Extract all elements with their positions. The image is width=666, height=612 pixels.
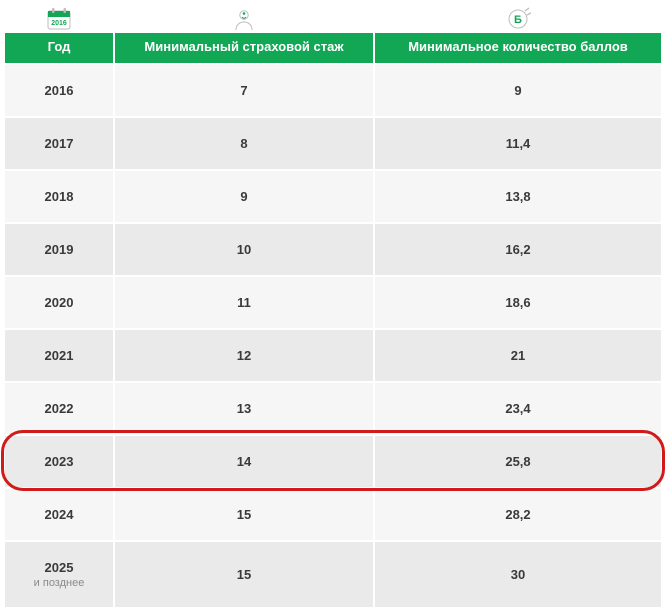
cell-points: 13,8 xyxy=(375,169,661,222)
table-row: 2021 12 21 xyxy=(5,328,661,381)
cell-stazh-value: 15 xyxy=(237,507,251,522)
cell-points: 30 xyxy=(375,540,661,607)
cell-year: 2017 xyxy=(5,116,115,169)
cell-year-value: 2018 xyxy=(45,189,74,204)
cell-year: 2023 xyxy=(5,434,115,487)
svg-text:2016: 2016 xyxy=(51,20,67,27)
col-header-year: 2016 Год xyxy=(5,5,115,63)
cell-stazh: 13 xyxy=(115,381,375,434)
cell-points-value: 21 xyxy=(511,348,525,363)
cell-year-value: 2023 xyxy=(45,454,74,469)
cell-year-value: 2017 xyxy=(45,136,74,151)
cell-year: 2024 xyxy=(5,487,115,540)
table-row: 2019 10 16,2 xyxy=(5,222,661,275)
person-icon xyxy=(231,5,257,31)
cell-stazh: 15 xyxy=(115,487,375,540)
table-row: 2022 13 23,4 xyxy=(5,381,661,434)
cell-points-value: 25,8 xyxy=(505,454,530,469)
cell-stazh: 7 xyxy=(115,63,375,116)
table-header: 2016 Год xyxy=(5,5,661,63)
cell-points: 21 xyxy=(375,328,661,381)
cell-stazh-value: 9 xyxy=(240,189,247,204)
cell-stazh-value: 15 xyxy=(237,567,251,582)
cell-year: 2018 xyxy=(5,169,115,222)
cell-points-value: 28,2 xyxy=(505,507,530,522)
col-header-points-label: Минимальное количество баллов xyxy=(408,40,628,55)
cell-points: 18,6 xyxy=(375,275,661,328)
cell-points: 9 xyxy=(375,63,661,116)
cell-stazh-value: 12 xyxy=(237,348,251,363)
cell-stazh-value: 11 xyxy=(237,295,251,310)
svg-text:Б: Б xyxy=(514,14,522,26)
cell-stazh: 12 xyxy=(115,328,375,381)
cell-points: 28,2 xyxy=(375,487,661,540)
col-header-stazh-label: Минимальный страховой стаж xyxy=(144,40,343,55)
cell-year: 2020 xyxy=(5,275,115,328)
table-row: 2023 14 25,8 xyxy=(5,434,661,487)
cell-year-sub: и позднее xyxy=(11,577,107,589)
calendar-icon: 2016 xyxy=(46,5,72,31)
table-row: 2018 9 13,8 xyxy=(5,169,661,222)
cell-year-value: 2021 xyxy=(45,348,74,363)
table-row: 2017 8 11,4 xyxy=(5,116,661,169)
cell-stazh-value: 10 xyxy=(237,242,251,257)
cell-year-value: 2019 xyxy=(45,242,74,257)
cell-year-value: 2025 xyxy=(45,560,74,575)
table-row: 2020 11 18,6 xyxy=(5,275,661,328)
cell-points-value: 13,8 xyxy=(505,189,530,204)
cell-year-value: 2024 xyxy=(45,507,74,522)
cell-stazh-value: 7 xyxy=(240,83,247,98)
cell-stazh: 11 xyxy=(115,275,375,328)
cell-stazh-value: 8 xyxy=(240,136,247,151)
table-body: 2016 7 9 2017 8 11,4 2018 9 13,8 2019 10 16,2 2020 11… xyxy=(5,63,661,607)
cell-stazh-value: 14 xyxy=(237,454,251,469)
cell-year: 2025 и позднее xyxy=(5,540,115,607)
pension-requirements-table: 2016 Год xyxy=(5,5,661,607)
cell-points-value: 11,4 xyxy=(506,136,531,151)
col-header-year-label: Год xyxy=(48,40,71,55)
cell-year: 2016 xyxy=(5,63,115,116)
cell-points: 11,4 xyxy=(375,116,661,169)
cell-stazh: 9 xyxy=(115,169,375,222)
cell-points: 23,4 xyxy=(375,381,661,434)
table-row: 2016 7 9 xyxy=(5,63,661,116)
cell-year: 2022 xyxy=(5,381,115,434)
table-row: 2024 15 28,2 xyxy=(5,487,661,540)
pension-requirements-table-wrap: 2016 Год xyxy=(5,5,661,607)
cell-stazh-value: 13 xyxy=(237,401,251,416)
col-header-points: Б Минимальное количество баллов xyxy=(375,5,661,63)
cell-year: 2021 xyxy=(5,328,115,381)
cell-points-value: 23,4 xyxy=(505,401,530,416)
score-icon: Б xyxy=(505,5,531,31)
cell-year-value: 2016 xyxy=(45,83,74,98)
cell-year-value: 2022 xyxy=(45,401,74,416)
cell-year-value: 2020 xyxy=(45,295,74,310)
cell-points-value: 16,2 xyxy=(505,242,530,257)
cell-stazh: 8 xyxy=(115,116,375,169)
table-row: 2025 и позднее 15 30 xyxy=(5,540,661,607)
col-header-stazh: Минимальный страховой стаж xyxy=(115,5,375,63)
cell-stazh: 14 xyxy=(115,434,375,487)
cell-points-value: 18,6 xyxy=(505,295,530,310)
cell-stazh: 15 xyxy=(115,540,375,607)
cell-points: 25,8 xyxy=(375,434,661,487)
cell-stazh: 10 xyxy=(115,222,375,275)
cell-points: 16,2 xyxy=(375,222,661,275)
cell-year: 2019 xyxy=(5,222,115,275)
cell-points-value: 9 xyxy=(514,83,521,98)
cell-points-value: 30 xyxy=(511,567,525,582)
